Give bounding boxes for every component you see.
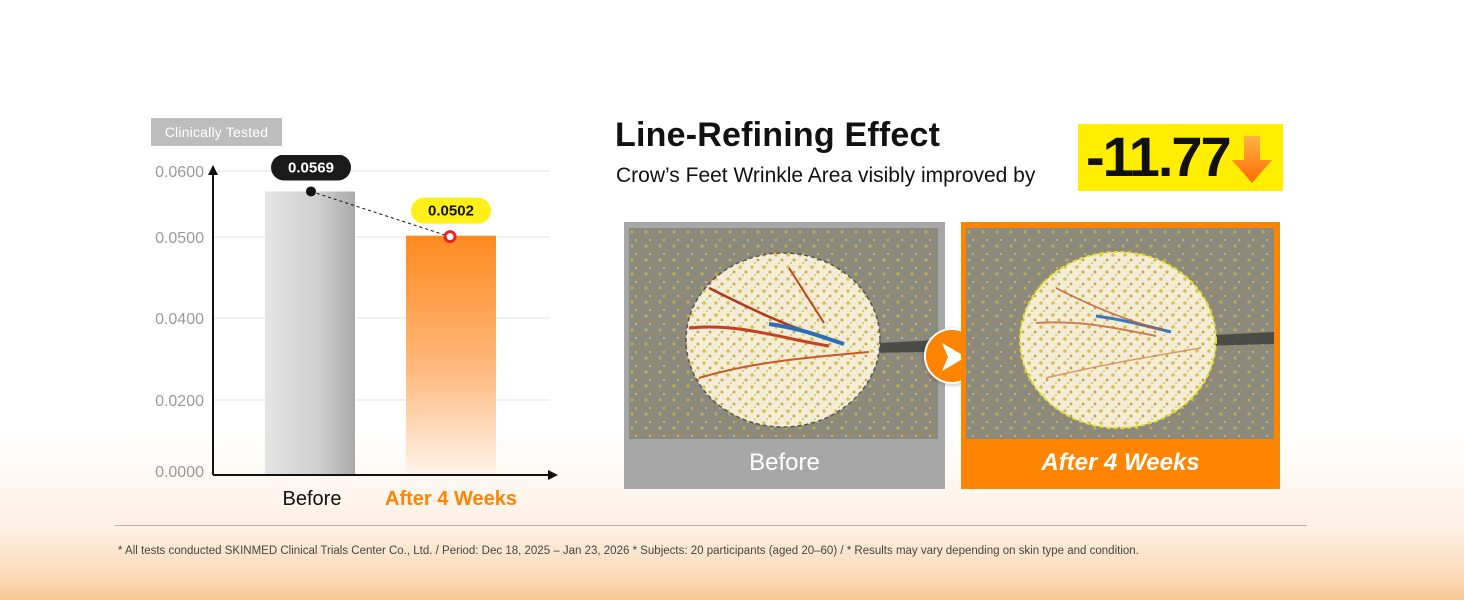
y-tick-label: 0.0400 bbox=[155, 311, 204, 328]
x-category-label: Before bbox=[283, 488, 342, 510]
data-value-label: 0.0569 bbox=[288, 159, 334, 176]
before-photo-panel: Before bbox=[624, 222, 945, 489]
y-tick-label: 0.0500 bbox=[155, 230, 204, 247]
after-value-marker bbox=[443, 230, 457, 244]
data-value-label: 0.0502 bbox=[428, 203, 474, 220]
y-tick-label: 0.0200 bbox=[155, 393, 204, 410]
value-label-pill bbox=[411, 197, 491, 224]
after-photo-panel: After 4 Weeks bbox=[961, 222, 1280, 489]
headline-subtitle: Crow’s Feet Wrinkle Area visibly improve… bbox=[616, 164, 1036, 187]
y-axis-arrow-icon bbox=[208, 165, 218, 175]
headline-title: Line-Refining Effect bbox=[615, 116, 941, 154]
bar-chart: 0.0000 0.0200 0.0400 0.0500 0.0600 Before Aft… bbox=[155, 155, 558, 510]
x-category-label: After 4 Weeks bbox=[385, 488, 517, 510]
footer-divider bbox=[115, 525, 1307, 526]
footnote: * All tests conducted SKINMED Clinical T… bbox=[118, 545, 1139, 557]
clinically-tested-badge: Clinically Tested bbox=[151, 118, 282, 146]
trend-connector bbox=[310, 190, 451, 238]
bar-after bbox=[406, 235, 496, 475]
before-skin-photo bbox=[629, 228, 938, 439]
down-arrow-icon bbox=[1232, 136, 1272, 183]
value-label-pill bbox=[271, 155, 351, 181]
stat-value: -11.77 bbox=[1086, 125, 1232, 188]
bar-before bbox=[265, 191, 355, 475]
before-value-marker bbox=[306, 186, 316, 197]
after-panel-label: After 4 Weeks bbox=[1041, 449, 1200, 476]
stat-highlight: -11.77 bbox=[1078, 124, 1283, 191]
y-tick-label: 0.0000 bbox=[155, 464, 204, 481]
y-tick-label: 0.0600 bbox=[155, 164, 204, 181]
after-skin-photo bbox=[966, 228, 1274, 439]
before-panel-label: Before bbox=[749, 449, 820, 476]
x-axis-arrow-icon bbox=[548, 470, 558, 480]
